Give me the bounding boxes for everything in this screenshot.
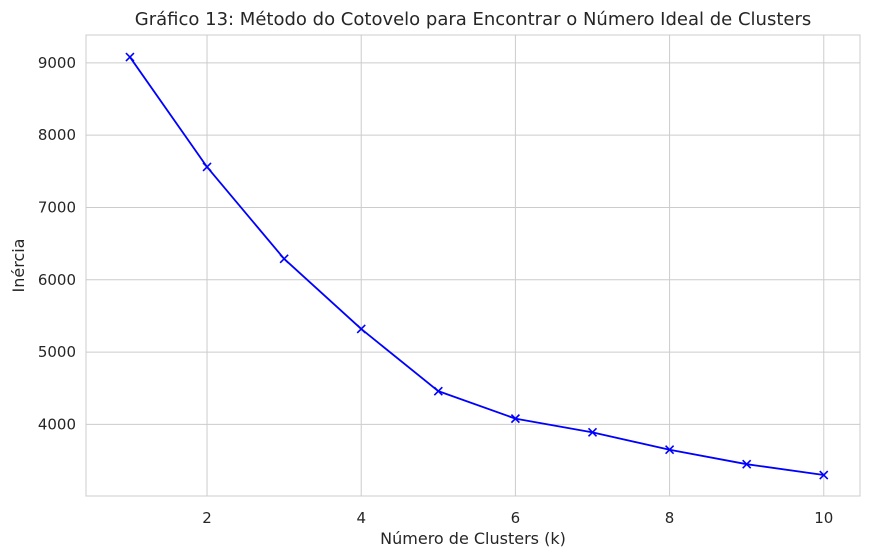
x-tick-label: 6 (511, 509, 521, 527)
data-point-marker (202, 162, 212, 172)
data-point-marker (125, 52, 135, 62)
series-layer (125, 52, 829, 480)
x-tick-label: 10 (814, 509, 833, 527)
y-tick-label: 5000 (38, 343, 76, 361)
x-tick-label: 8 (665, 509, 675, 527)
y-tick-labels: 4000 5000 6000 7000 8000 9000 (38, 54, 76, 434)
y-tick-label: 9000 (38, 54, 76, 72)
x-tick-label: 4 (356, 509, 366, 527)
data-point-marker (433, 386, 443, 396)
data-point-marker (587, 427, 598, 437)
x-axis-label: Número de Clusters (k) (380, 529, 566, 548)
data-point-marker (819, 470, 829, 480)
data-point-marker (279, 254, 289, 264)
data-point-marker (356, 324, 366, 334)
y-tick-label: 7000 (38, 198, 76, 216)
y-axis-label: Inércia (9, 239, 28, 293)
data-point-marker (742, 459, 752, 469)
y-tick-label: 8000 (38, 126, 76, 144)
chart-title: Gráfico 13: Método do Cotovelo para Enco… (135, 9, 811, 30)
grid-lines (86, 35, 860, 496)
plot-frame (85, 34, 861, 497)
data-point-marker (665, 445, 675, 455)
series-line (129, 56, 824, 476)
data-point-marker (510, 414, 520, 424)
x-tick-labels: 2 4 6 8 10 (202, 509, 833, 527)
x-tick-label: 2 (202, 509, 212, 527)
y-tick-label: 6000 (38, 271, 76, 289)
y-tick-label: 4000 (38, 415, 76, 433)
